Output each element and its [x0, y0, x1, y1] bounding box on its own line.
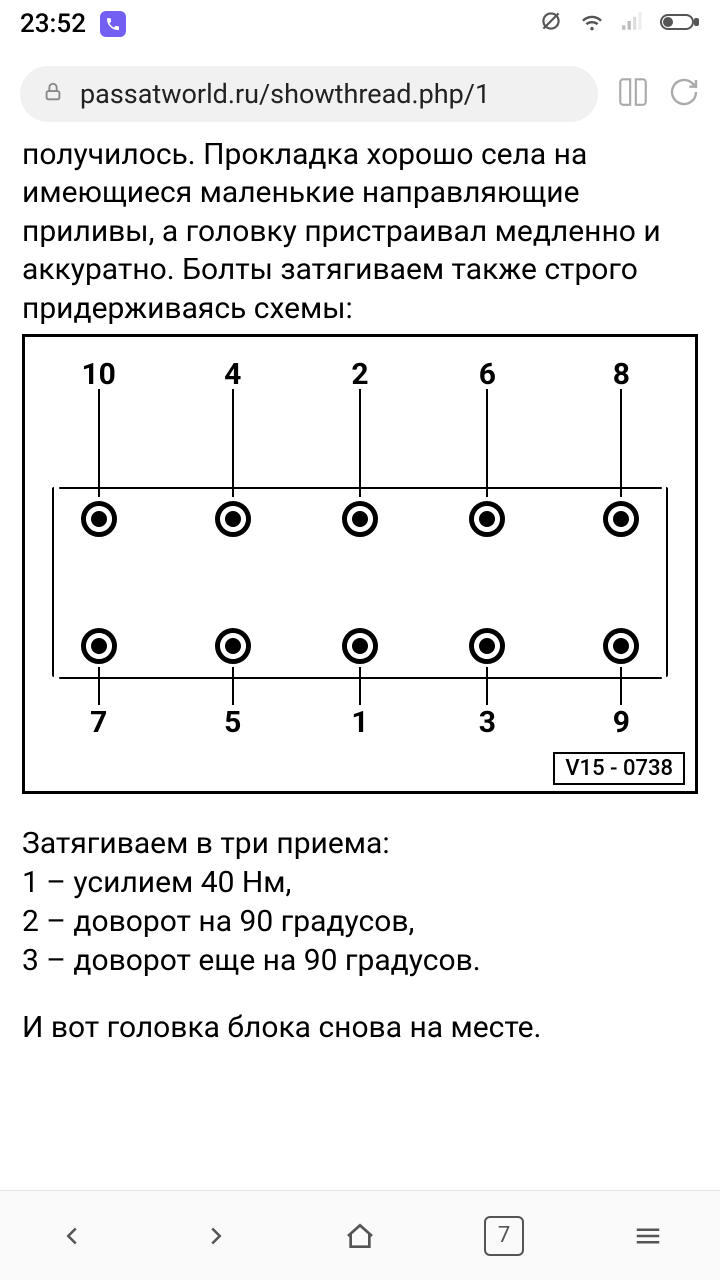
bolt-label-bottom: 7: [90, 705, 107, 740]
signal-icon: [620, 8, 646, 41]
bolt-label-top: 4: [224, 357, 241, 392]
battery-icon: [660, 9, 700, 39]
bolt-diagram: V15 - 0738 10 7 4 5 2 1 6 3 8 9: [22, 334, 698, 794]
tab-count: 7: [484, 1216, 524, 1256]
bolt-label-top: 6: [479, 357, 496, 392]
status-right: [538, 7, 700, 42]
step-2: 2 – доворот на 90 градусов,: [22, 902, 698, 941]
bottom-nav: 7: [0, 1190, 720, 1280]
home-button[interactable]: [330, 1206, 390, 1266]
bolt-label-top: 2: [351, 357, 368, 392]
steps-title: Затягиваем в три приема:: [22, 824, 698, 863]
bolt-label-bottom: 5: [224, 705, 241, 740]
status-left: 23:52: [20, 9, 126, 39]
bolt: [469, 501, 505, 537]
bolt: [603, 501, 639, 537]
bolt-label-bottom: 1: [351, 705, 368, 740]
bolt: [603, 628, 639, 664]
menu-button[interactable]: [618, 1206, 678, 1266]
bolt-label-bottom: 3: [479, 705, 496, 740]
lock-icon: [42, 78, 64, 110]
bolt-label-top: 8: [613, 357, 630, 392]
url-bar: passatworld.ru/showthread.php/1: [0, 48, 720, 136]
bolt-label-bottom: 9: [613, 705, 630, 740]
reload-icon[interactable]: [668, 76, 700, 112]
diagram-ref: V15 - 0738: [553, 752, 685, 785]
bolt: [469, 628, 505, 664]
torque-steps: Затягиваем в три приема: 1 – усилием 40 …: [22, 824, 698, 980]
bolt: [215, 628, 251, 664]
footer-text: И вот головка блока снова на месте.: [22, 1008, 698, 1047]
intro-text: получилось. Прокладка хорошо села на име…: [22, 136, 698, 328]
wifi-icon: [578, 7, 606, 42]
bolt: [215, 501, 251, 537]
bolt: [81, 501, 117, 537]
bolt: [342, 501, 378, 537]
reader-icon[interactable]: [616, 75, 650, 113]
step-3: 3 – доворот еще на 90 градусов.: [22, 941, 698, 980]
forward-button[interactable]: [186, 1206, 246, 1266]
bolt-label-top: 10: [81, 357, 115, 392]
mute-icon: [538, 8, 564, 41]
step-1: 1 – усилием 40 Нм,: [22, 863, 698, 902]
url-text: passatworld.ru/showthread.php/1: [80, 78, 576, 110]
clock: 23:52: [20, 9, 86, 39]
tabs-button[interactable]: 7: [474, 1206, 534, 1266]
url-pill[interactable]: passatworld.ru/showthread.php/1: [20, 66, 598, 122]
bolt: [81, 628, 117, 664]
viber-icon: [100, 11, 126, 37]
bolt: [342, 628, 378, 664]
back-button[interactable]: [42, 1206, 102, 1266]
status-bar: 23:52: [0, 0, 720, 48]
page-content[interactable]: получилось. Прокладка хорошо села на име…: [0, 136, 720, 1190]
